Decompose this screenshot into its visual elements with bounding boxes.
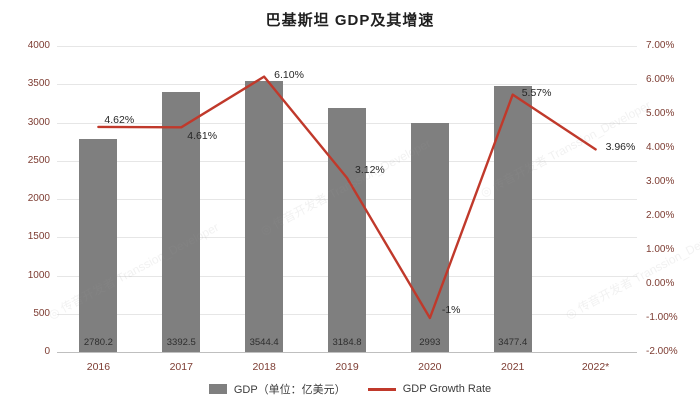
y-axis-left-label: 2500 [27, 154, 50, 166]
gridline [57, 46, 637, 47]
x-axis-label: 2016 [86, 361, 111, 373]
y-axis-left-label: 0 [44, 346, 50, 357]
growth-line [97, 75, 597, 320]
bar-value-label: 2993 [419, 337, 441, 348]
bar [79, 139, 118, 352]
line-point-label: 3.96% [605, 141, 636, 154]
y-axis-right-label: 3.00% [646, 176, 675, 187]
y-axis-left-label: 500 [33, 307, 50, 319]
line-point-label: 3.12% [355, 163, 385, 176]
bar-value-label: 3544.4 [249, 337, 279, 348]
gridline [57, 352, 637, 353]
legend-swatch-bar [208, 384, 227, 394]
legend-label-gdp: GDP（单位：亿美元） [233, 384, 346, 396]
bar-value-label: 3184.8 [332, 337, 362, 348]
line-point-label: -1% [441, 304, 461, 316]
legend: GDP（单位：亿美元） GDP Growth Rate [0, 381, 700, 397]
x-axis-label: 2020 [418, 361, 442, 373]
y-axis-left-label: 1000 [27, 269, 50, 281]
chart-title: 巴基斯坦 GDP及其增速 [265, 12, 435, 29]
y-axis-right-label: 2.00% [646, 210, 675, 221]
x-axis-label: 2022* [581, 361, 610, 373]
y-axis-right-label: 5.00% [646, 108, 675, 119]
bar [410, 123, 449, 352]
x-axis-label: 2017 [169, 361, 193, 373]
y-axis-left-label: 3000 [27, 116, 50, 128]
y-axis-right-label: 7.00% [646, 40, 675, 51]
legend-item-growth: GDP Growth Rate [367, 383, 492, 395]
bar-value-label: 2780.2 [83, 337, 113, 348]
bar [162, 92, 201, 352]
y-axis-right-label: 1.00% [646, 244, 675, 255]
y-axis-right-label: 4.00% [646, 142, 675, 153]
y-axis-left-label: 1500 [27, 231, 50, 243]
x-axis-label: 2018 [252, 361, 276, 373]
y-axis-right-label: 6.00% [646, 74, 675, 85]
y-axis-right-label: 0.00% [646, 278, 675, 289]
legend-label-growth: GDP Growth Rate [402, 383, 492, 395]
line-point-label: 4.61% [187, 130, 218, 143]
bar-value-label: 3477.4 [498, 337, 528, 348]
y-axis-right-label: -1.00% [646, 312, 678, 323]
y-axis-left-label: 4000 [27, 40, 50, 51]
line-point-label: 4.62% [104, 113, 135, 126]
y-axis-left-label: 3500 [27, 78, 50, 90]
bar [245, 80, 284, 352]
legend-item-gdp: GDP（单位：亿美元） [208, 381, 346, 397]
x-axis-label: 2021 [501, 361, 525, 373]
x-axis-label: 2019 [335, 361, 359, 373]
legend-swatch-line [367, 387, 396, 391]
bar-value-label: 3392.5 [166, 337, 196, 348]
line-point-label: 5.57% [521, 86, 552, 99]
bar [328, 108, 366, 352]
gridline [57, 84, 637, 86]
line-point-label: 6.10% [274, 68, 304, 81]
y-axis-right-label: -2.00% [646, 346, 678, 357]
y-axis-left-label: 2000 [27, 193, 50, 204]
